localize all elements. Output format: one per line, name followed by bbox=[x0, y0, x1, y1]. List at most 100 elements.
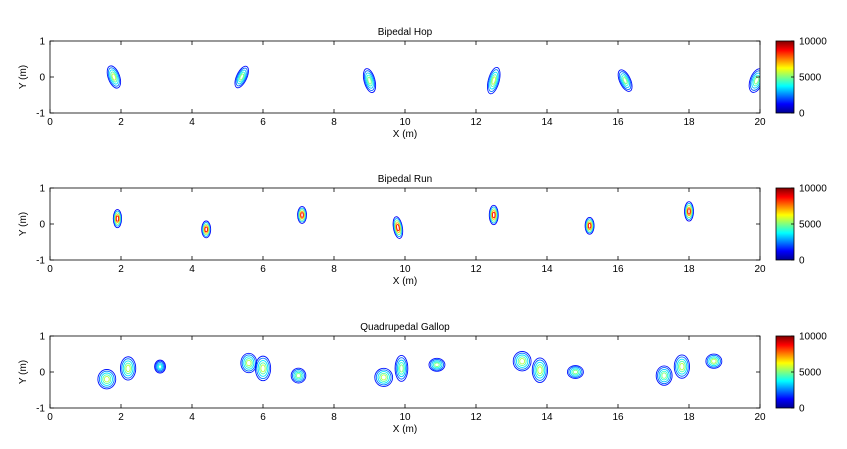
contour-line bbox=[587, 222, 592, 229]
contour-line bbox=[202, 223, 210, 236]
contour-line bbox=[677, 360, 686, 373]
contour-line bbox=[113, 210, 122, 227]
x-tick-label: 2 bbox=[118, 264, 124, 275]
contour-blob bbox=[240, 352, 258, 374]
contour-line bbox=[154, 359, 166, 374]
contour-line bbox=[531, 357, 549, 383]
x-axis-label: X (m) bbox=[393, 424, 417, 435]
contour-line bbox=[294, 371, 303, 380]
x-tick-label: 0 bbox=[47, 264, 53, 275]
contour-line bbox=[241, 354, 256, 372]
contour-line bbox=[394, 355, 409, 382]
contour-line bbox=[587, 221, 593, 231]
contour-line bbox=[489, 206, 498, 224]
contour-line bbox=[396, 359, 406, 378]
contour-line bbox=[622, 77, 628, 85]
x-tick-label: 10 bbox=[399, 117, 411, 128]
y-tick-label: 0 bbox=[39, 368, 45, 379]
contour-line bbox=[115, 214, 120, 224]
colorbar-tick-label: 10000 bbox=[799, 37, 827, 48]
x-tick-label: 8 bbox=[331, 117, 337, 128]
contour-line bbox=[290, 367, 307, 384]
contour-line bbox=[107, 67, 120, 87]
x-tick-label: 14 bbox=[541, 264, 553, 275]
colorbar-tick-label: 10000 bbox=[799, 184, 827, 195]
contour-line bbox=[121, 358, 135, 379]
contour-line bbox=[398, 362, 405, 375]
contour-line bbox=[655, 365, 673, 386]
x-tick-label: 10 bbox=[399, 264, 411, 275]
contour-line bbox=[568, 366, 583, 378]
contour-line bbox=[569, 367, 581, 377]
contour-line bbox=[367, 76, 372, 85]
contour-line bbox=[679, 362, 685, 371]
contour-line bbox=[158, 364, 163, 369]
x-tick-label: 12 bbox=[470, 264, 482, 275]
contour-line bbox=[395, 222, 401, 233]
contour-line bbox=[291, 368, 306, 383]
contour-line bbox=[492, 211, 496, 219]
contour-line bbox=[490, 208, 498, 222]
contour-line bbox=[259, 362, 267, 375]
contour-line bbox=[377, 371, 390, 384]
contour-line bbox=[709, 357, 718, 365]
contour-blob bbox=[531, 357, 549, 383]
contour-line bbox=[686, 206, 692, 217]
contour-line bbox=[711, 358, 717, 364]
contour-blob bbox=[428, 357, 446, 372]
contour-line bbox=[537, 366, 543, 375]
contour-line bbox=[202, 221, 211, 237]
contour-line bbox=[490, 74, 498, 87]
contour-blob bbox=[254, 355, 272, 382]
contour-line bbox=[488, 69, 500, 92]
contour-line bbox=[238, 71, 246, 83]
contour-line bbox=[246, 359, 252, 367]
contour-blob bbox=[684, 201, 694, 222]
y-tick-label: -1 bbox=[36, 109, 45, 120]
x-tick-label: 18 bbox=[683, 412, 695, 423]
contour-line bbox=[752, 74, 760, 87]
colorbar-tick-label: 10000 bbox=[799, 332, 827, 343]
contour-line bbox=[486, 66, 501, 95]
contour-blob bbox=[655, 365, 673, 386]
x-tick-label: 2 bbox=[118, 117, 124, 128]
axes-box bbox=[49, 187, 761, 261]
contour-blob bbox=[201, 220, 212, 239]
y-axis-label: Y (m) bbox=[18, 65, 29, 89]
x-tick-label: 12 bbox=[470, 117, 482, 128]
contour-line bbox=[394, 220, 402, 235]
colorbar-tick-label: 5000 bbox=[799, 73, 822, 84]
contour-blob bbox=[97, 369, 117, 390]
colorbar-tick-label: 5000 bbox=[799, 220, 822, 231]
contour-line bbox=[566, 365, 584, 379]
contour-line bbox=[111, 73, 117, 81]
contour-line bbox=[239, 73, 245, 81]
contour-line bbox=[374, 367, 394, 387]
contour-line bbox=[100, 372, 113, 386]
y-axis-label: Y (m) bbox=[18, 360, 29, 384]
x-axis-label: X (m) bbox=[393, 129, 417, 140]
contour-line bbox=[260, 364, 266, 373]
contour-line bbox=[675, 356, 689, 377]
y-tick-label: 1 bbox=[39, 332, 45, 343]
contour-line bbox=[155, 360, 165, 373]
contour-line bbox=[395, 357, 408, 380]
contour-line bbox=[676, 358, 688, 375]
contour-line bbox=[533, 359, 547, 381]
contour-group bbox=[106, 65, 760, 95]
y-tick-label: 1 bbox=[39, 37, 45, 48]
contour-line bbox=[297, 207, 307, 223]
x-tick-label: 18 bbox=[683, 117, 695, 128]
contour-blob bbox=[154, 359, 166, 374]
contour-blob bbox=[512, 351, 532, 372]
y-tick-label: -1 bbox=[36, 404, 45, 415]
contour-line bbox=[122, 360, 134, 377]
contour-line bbox=[362, 68, 377, 93]
contour-line bbox=[234, 65, 249, 89]
x-tick-label: 6 bbox=[260, 117, 266, 128]
contour-line bbox=[380, 374, 387, 381]
x-tick-label: 4 bbox=[189, 264, 195, 275]
contour-line bbox=[512, 351, 532, 372]
panel-title: Bipedal Hop bbox=[378, 27, 433, 38]
contour-line bbox=[201, 220, 212, 239]
